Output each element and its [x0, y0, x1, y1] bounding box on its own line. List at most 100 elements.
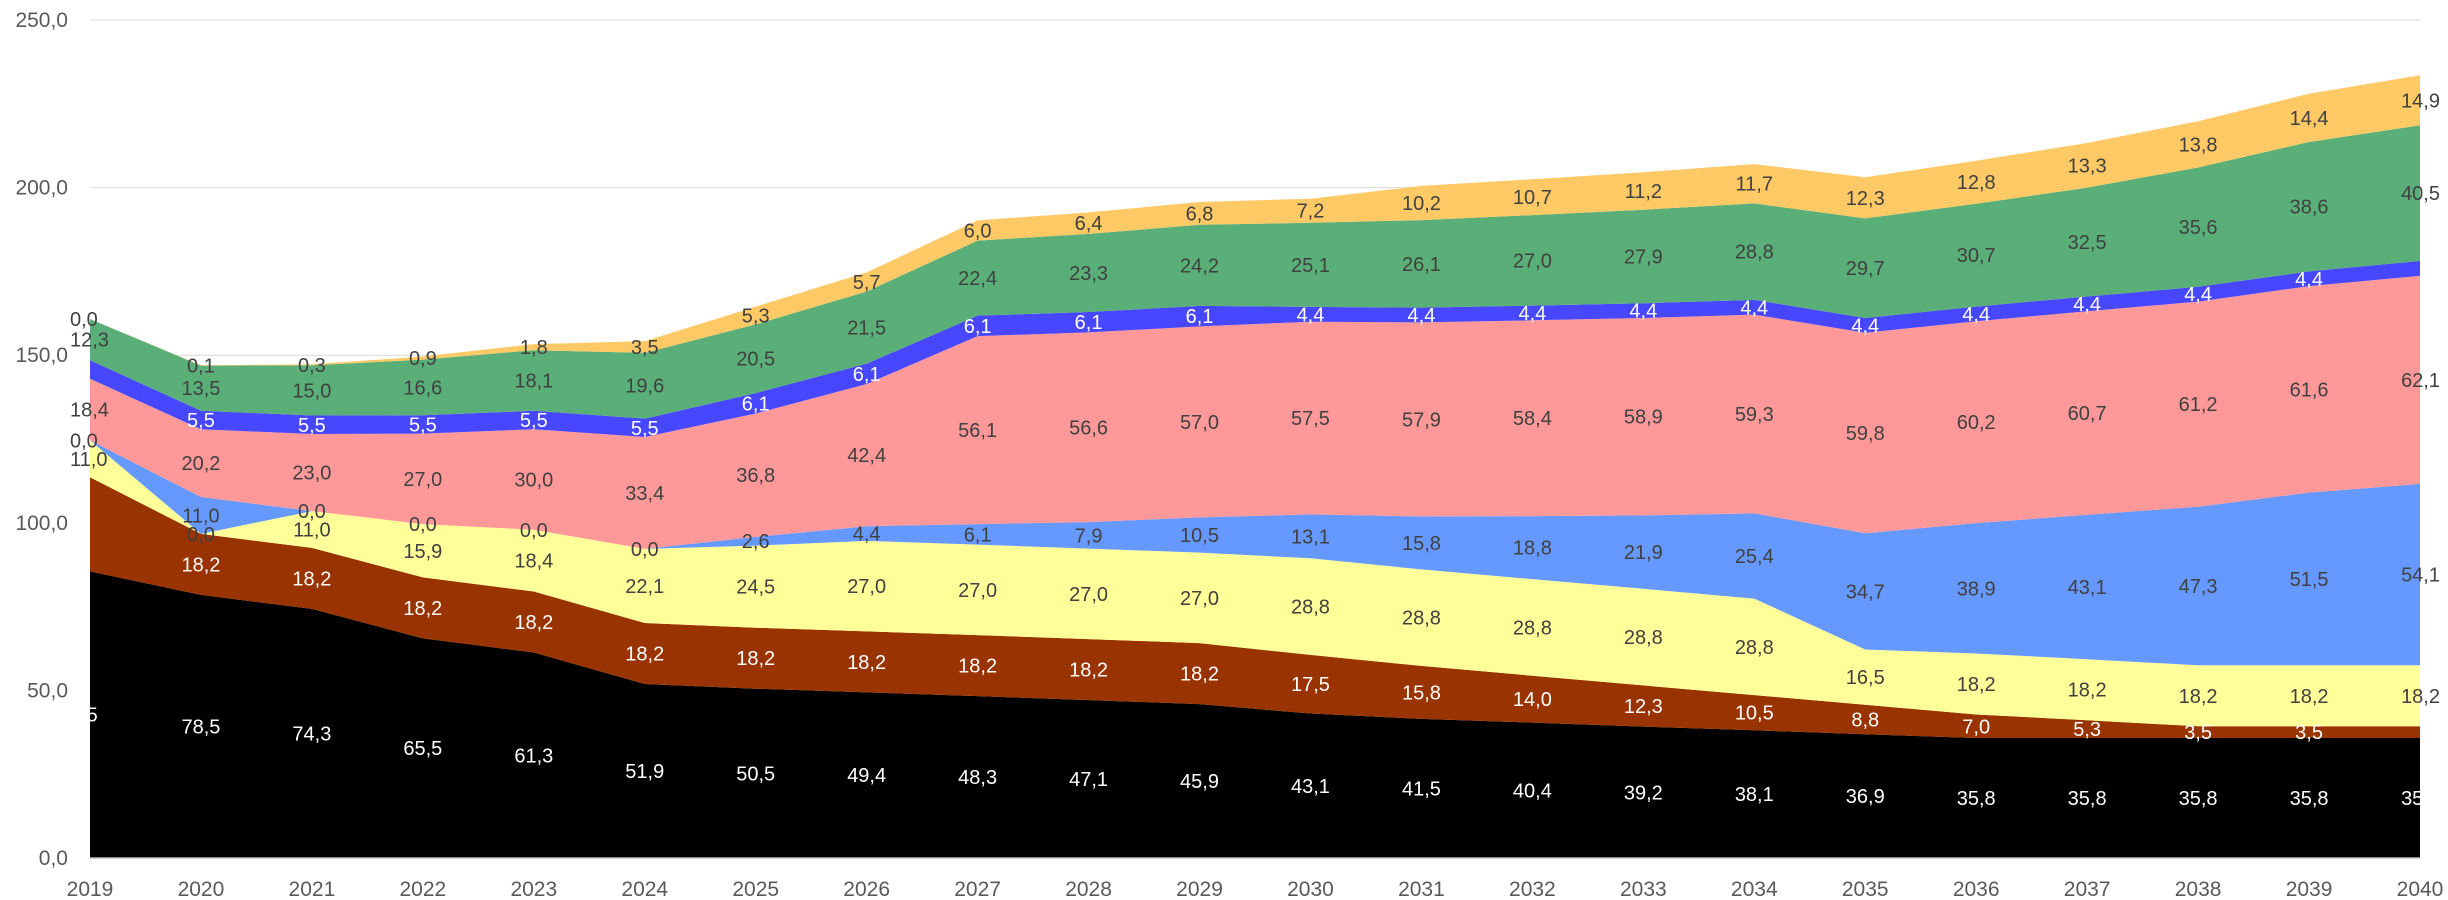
- data-label: 16,5: [1846, 667, 1885, 689]
- x-tick-label: 2030: [1287, 878, 1334, 900]
- data-label: 4,4: [1740, 297, 1768, 319]
- data-label: 47,1: [1069, 769, 1108, 791]
- area-series-7: [90, 125, 2420, 419]
- data-label: 23,0: [292, 463, 331, 485]
- data-label: 0,3: [298, 355, 326, 377]
- data-label: 5,5: [187, 410, 215, 432]
- data-label: 18,2: [181, 554, 220, 576]
- data-label: 20,2: [181, 453, 220, 475]
- data-label: 16,6: [403, 377, 442, 399]
- data-label: 14,4: [2290, 108, 2329, 130]
- data-label: 43,1: [2068, 577, 2107, 599]
- data-label: 4,4: [853, 524, 881, 546]
- data-label: 13,5: [181, 378, 220, 400]
- data-label: 0,0: [187, 524, 215, 546]
- data-label: 17,5: [1291, 674, 1330, 696]
- data-label: 18,2: [403, 598, 442, 620]
- data-label: 28,8: [1402, 608, 1441, 630]
- x-tick-label: 2027: [954, 878, 1001, 900]
- x-tick-label: 2022: [399, 878, 446, 900]
- data-label: 45,9: [1180, 771, 1219, 793]
- data-label: 28,8: [1291, 597, 1330, 619]
- data-label: 38,1: [1735, 784, 1774, 806]
- x-tick-label: 2034: [1731, 878, 1778, 900]
- data-label: 54,1: [2401, 565, 2440, 587]
- data-label: 15,8: [1402, 682, 1441, 704]
- data-label: 12,3: [1624, 696, 1663, 718]
- data-label: 11,2: [1625, 181, 1662, 203]
- data-label: 22,1: [625, 576, 664, 598]
- stacked-areas: [90, 75, 2420, 858]
- data-label: 18,2: [2068, 680, 2107, 702]
- data-label: 5,5: [520, 410, 548, 432]
- data-label: 27,0: [1180, 588, 1219, 610]
- data-label: 27,0: [847, 576, 886, 598]
- data-label: 12,3: [70, 330, 109, 352]
- data-label: 18,2: [514, 612, 553, 634]
- data-label: 57,5: [1291, 408, 1330, 430]
- area-series-3: [90, 440, 2420, 727]
- data-label: 42,4: [847, 445, 886, 467]
- x-tick-label: 2032: [1509, 878, 1556, 900]
- data-label: 36,9: [1846, 786, 1885, 808]
- data-label: 21,5: [847, 318, 886, 340]
- y-tick-label: 250,0: [15, 9, 68, 32]
- data-label: 6,8: [1186, 203, 1214, 225]
- data-label: 6,1: [1186, 306, 1214, 328]
- data-label: 18,2: [958, 656, 997, 678]
- data-label: 5,5: [298, 415, 326, 437]
- x-tick-label: 2033: [1620, 878, 1667, 900]
- area-series-1: [90, 571, 2420, 858]
- x-tick-label: 2028: [1065, 878, 1112, 900]
- data-label: 4,4: [2295, 269, 2323, 291]
- data-label: 3,: [2423, 722, 2440, 744]
- x-tick-label: 2029: [1176, 878, 1223, 900]
- data-label: 5,3: [2073, 719, 2101, 741]
- data-label: 38,6: [2290, 197, 2329, 219]
- data-label: 6,0: [964, 221, 992, 243]
- data-label: 10,5: [1735, 703, 1774, 725]
- data-label: 4,4: [2184, 284, 2212, 306]
- data-label: 27,0: [1069, 584, 1108, 606]
- data-label: 62,1: [2401, 370, 2440, 392]
- data-label: 1,8: [520, 337, 548, 359]
- data-label: 61,6: [2290, 379, 2329, 401]
- area-series-2: [90, 477, 2420, 738]
- data-label: 74,3: [292, 723, 331, 745]
- data-label: 35,6: [2179, 217, 2218, 239]
- data-label: 6,1: [964, 524, 992, 546]
- x-tick-label: 2040: [2397, 878, 2444, 900]
- data-label: 28,8: [1735, 637, 1774, 659]
- data-label: 15,8: [1402, 533, 1441, 555]
- data-label: 6,1: [964, 316, 992, 338]
- data-label: 10,7: [1513, 187, 1552, 209]
- data-label: 27,0: [1513, 250, 1552, 272]
- data-label: 60,2: [1957, 412, 1996, 434]
- area-series-8: [90, 75, 2420, 366]
- data-label: 27,9: [1624, 246, 1663, 268]
- data-label: 6,1: [742, 393, 770, 415]
- data-label: 30,0: [514, 470, 553, 492]
- data-label: 18,2: [292, 568, 331, 590]
- x-tick-label: 2036: [1953, 878, 2000, 900]
- data-label: 0,0: [70, 430, 98, 452]
- data-label: 56,6: [1069, 417, 1108, 439]
- x-tick-label: 2025: [732, 878, 779, 900]
- data-label: 10,2: [1402, 193, 1441, 215]
- data-label: 0,0: [70, 309, 98, 331]
- x-tick-label: 2023: [510, 878, 557, 900]
- data-label: 3,5: [2295, 722, 2323, 744]
- data-label: 33,4: [625, 483, 664, 505]
- data-label: 18,2: [625, 644, 664, 666]
- data-label: 32,5: [2068, 232, 2107, 254]
- data-label: 18,2: [1069, 660, 1108, 682]
- data-label: 57,9: [1402, 409, 1441, 431]
- data-label: 5,5: [70, 705, 98, 727]
- data-label: 21,9: [1624, 542, 1663, 564]
- data-label: ,1: [70, 514, 87, 536]
- area-series-5: [90, 275, 2420, 549]
- data-label: 13,1: [1291, 526, 1330, 548]
- data-label: 18,2: [2290, 686, 2329, 708]
- data-label: 28,8: [1513, 617, 1552, 639]
- data-label: 61,3: [514, 745, 553, 767]
